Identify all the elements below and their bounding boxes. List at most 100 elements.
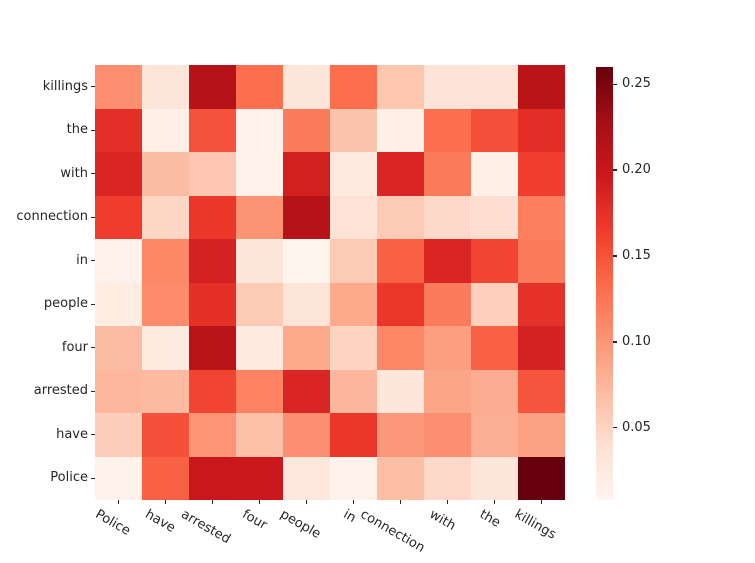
heatmap-cell <box>95 456 142 500</box>
heatmap-cell <box>189 65 236 109</box>
heatmap-cell <box>424 239 471 283</box>
x-tick-label: Police <box>92 507 133 539</box>
heatmap-cell <box>471 413 518 457</box>
heatmap-cell <box>377 195 424 239</box>
heatmap-cell <box>377 456 424 500</box>
colorbar-tick-mark <box>613 169 617 171</box>
heatmap-cell <box>189 413 236 457</box>
x-tick-label: with <box>426 507 458 534</box>
heatmap-cell <box>95 369 142 413</box>
heatmap-cell <box>283 108 330 152</box>
y-tick-label: connection <box>16 209 88 225</box>
y-tick-label: people <box>43 296 88 312</box>
heatmap-cell <box>142 152 189 196</box>
heatmap-cell <box>471 456 518 500</box>
heatmap-cell <box>95 152 142 196</box>
x-tick-mark <box>117 500 120 504</box>
heatmap-cell <box>518 326 565 370</box>
heatmap-cell <box>471 369 518 413</box>
heatmap-cell <box>236 152 283 196</box>
heatmap-cell <box>330 108 377 152</box>
heatmap-cell <box>189 239 236 283</box>
y-tick-mark <box>91 173 95 175</box>
heatmap-cell <box>518 65 565 109</box>
heatmap-cell <box>518 152 565 196</box>
heatmap-cell <box>142 456 189 500</box>
heatmap-cell <box>283 152 330 196</box>
heatmap-cell <box>236 282 283 326</box>
heatmap-cell <box>377 369 424 413</box>
heatmap-cell <box>283 369 330 413</box>
x-tick-label: connection <box>357 507 427 556</box>
heatmap-cell <box>377 152 424 196</box>
heatmap-cell <box>330 239 377 283</box>
heatmap-cell <box>518 282 565 326</box>
heatmap-cell <box>424 326 471 370</box>
heatmap-cell <box>518 195 565 239</box>
y-tick-mark <box>91 216 95 218</box>
colorbar-tick-mark <box>613 341 617 343</box>
heatmap-cell <box>377 108 424 152</box>
heatmap-cell <box>142 413 189 457</box>
heatmap-cell <box>189 152 236 196</box>
heatmap-cell <box>471 108 518 152</box>
y-tick-mark <box>91 477 95 479</box>
heatmap-cell <box>518 456 565 500</box>
y-tick-mark <box>91 260 95 262</box>
heatmap-cell <box>377 413 424 457</box>
heatmap-cell <box>95 195 142 239</box>
x-tick-mark <box>399 500 402 504</box>
heatmap-cell <box>424 369 471 413</box>
y-tick-mark <box>91 347 95 349</box>
heatmap-cell <box>236 108 283 152</box>
heatmap-cell <box>95 282 142 326</box>
heatmap-cell <box>95 326 142 370</box>
heatmap-cell <box>471 326 518 370</box>
heatmap-cell <box>189 282 236 326</box>
heatmap-cell <box>142 108 189 152</box>
y-tick-label: killings <box>42 78 88 94</box>
colorbar-gradient <box>596 67 613 500</box>
y-tick-label: arrested <box>33 383 88 399</box>
y-tick-label: in <box>76 252 88 268</box>
x-tick-mark <box>258 500 261 504</box>
heatmap-cell <box>424 195 471 239</box>
x-tick-mark <box>493 500 496 504</box>
colorbar-tick-label: 0.15 <box>622 248 651 263</box>
heatmap-cell <box>283 456 330 500</box>
x-tick-mark <box>305 500 308 504</box>
colorbar-tick-label: 0.25 <box>622 76 651 92</box>
heatmap-cell <box>283 413 330 457</box>
heatmap-cell <box>424 152 471 196</box>
heatmap-cell <box>518 239 565 283</box>
heatmap-cell <box>377 65 424 109</box>
y-tick-mark <box>91 86 95 88</box>
heatmap-cell <box>377 326 424 370</box>
heatmap-cell <box>189 369 236 413</box>
heatmap-cell <box>189 456 236 500</box>
heatmap-cell <box>236 369 283 413</box>
heatmap-cell <box>95 65 142 109</box>
x-tick-label: have <box>142 507 178 536</box>
x-tick-mark <box>446 500 449 504</box>
x-tick-label: in <box>340 507 358 526</box>
heatmap-cell <box>330 65 377 109</box>
colorbar-tick-mark <box>613 427 617 429</box>
heatmap-cell <box>424 65 471 109</box>
heatmap-cell <box>377 282 424 326</box>
heatmap-cell <box>330 413 377 457</box>
heatmap-cell <box>142 195 189 239</box>
heatmap-cell <box>189 195 236 239</box>
heatmap-cell <box>142 65 189 109</box>
heatmap-cell <box>330 282 377 326</box>
heatmap-grid <box>95 65 565 500</box>
heatmap-cell <box>189 108 236 152</box>
heatmap-cell <box>518 413 565 457</box>
x-tick-mark <box>211 500 214 504</box>
y-tick-label: Police <box>50 470 88 486</box>
heatmap-cell <box>236 326 283 370</box>
heatmap-cell <box>518 369 565 413</box>
heatmap-cell <box>424 282 471 326</box>
heatmap-cell <box>95 108 142 152</box>
